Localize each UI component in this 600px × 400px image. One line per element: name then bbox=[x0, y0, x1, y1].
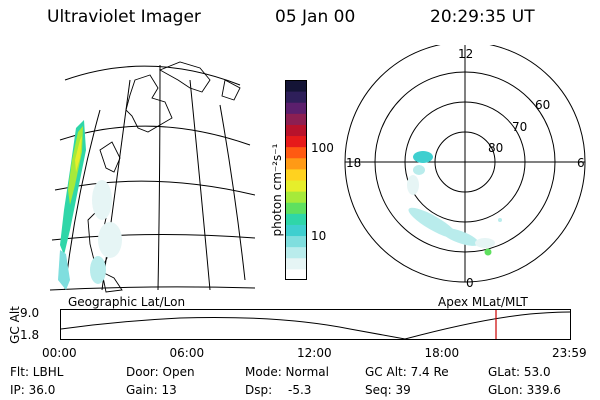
polar-plot bbox=[344, 45, 586, 283]
time-tick-label: 06:00 bbox=[169, 346, 205, 360]
observation-date: 05 Jan 00 bbox=[275, 7, 356, 27]
mlt-label-18: 18 bbox=[346, 156, 362, 170]
altitude-tick-top: 9.0 bbox=[20, 306, 40, 320]
mlt-label-12: 12 bbox=[458, 47, 474, 61]
colorbar-segment bbox=[285, 268, 307, 280]
colorbar-segment bbox=[285, 91, 307, 103]
observation-time: 20:29:35 UT bbox=[430, 7, 535, 27]
geographic-map bbox=[49, 61, 255, 293]
filter-status: Flt: LBHL bbox=[10, 365, 64, 379]
time-tick-label: 12:00 bbox=[297, 346, 332, 360]
colorbar-segment bbox=[285, 80, 307, 92]
geo-auroral-emission bbox=[58, 120, 122, 290]
dsp-value: -5.3 bbox=[288, 383, 312, 397]
time-tick-label: 18:00 bbox=[424, 346, 460, 360]
colorbar-tick-100: 100 bbox=[311, 141, 334, 155]
ip-status: IP: 36.0 bbox=[10, 383, 56, 397]
geographic-caption: Geographic Lat/Lon bbox=[68, 295, 186, 309]
colorbar-segment bbox=[285, 168, 307, 181]
colorbar-segment bbox=[285, 235, 307, 248]
colorbar-segment bbox=[285, 202, 307, 214]
mlat-label-70: 70 bbox=[512, 120, 528, 134]
mlat-label-60: 60 bbox=[535, 98, 551, 112]
mode-status: Mode: Normal bbox=[245, 365, 329, 379]
colorbar-segment bbox=[285, 157, 307, 170]
mlt-label-0: 0 bbox=[466, 276, 474, 290]
time-tick-label: 00:00 bbox=[42, 346, 77, 360]
dsp-label: Dsp: bbox=[245, 383, 273, 397]
colorbar-segment bbox=[285, 135, 307, 148]
altitude-plot bbox=[60, 309, 571, 340]
colorbar-segment bbox=[285, 246, 307, 259]
colorbar-segment bbox=[285, 146, 307, 159]
time-tick-label: 23:59 bbox=[552, 346, 587, 360]
colorbar-segment bbox=[285, 102, 307, 114]
glat-status: GLat: 53.0 bbox=[488, 365, 551, 379]
colorbar-segment bbox=[285, 191, 307, 203]
mlt-label-6: 6 bbox=[577, 156, 585, 170]
colorbar-segment bbox=[285, 257, 307, 270]
colorbar-segment bbox=[285, 224, 307, 237]
polar-auroral-emission bbox=[407, 151, 502, 256]
colorbar-segment bbox=[285, 213, 307, 225]
glon-status: GLon: 339.6 bbox=[488, 383, 561, 397]
polar-grid bbox=[344, 45, 586, 283]
colorbar-segment bbox=[285, 113, 307, 125]
color-scale-bar bbox=[285, 80, 307, 280]
colorbar-segment bbox=[285, 180, 307, 192]
mlat-label-80: 80 bbox=[488, 141, 504, 155]
instrument-title: Ultraviolet Imager bbox=[47, 7, 201, 27]
colorbar-unit-label: photon cm⁻²s⁻¹ bbox=[270, 143, 284, 237]
door-status: Door: Open bbox=[126, 365, 195, 379]
colorbar-segment bbox=[285, 124, 307, 137]
apex-caption: Apex MLat/MLT bbox=[438, 295, 528, 309]
altitude-tick-bottom: 1.8 bbox=[20, 328, 40, 342]
colorbar-tick-10: 10 bbox=[311, 229, 327, 243]
gain-status: Gain: 13 bbox=[126, 383, 177, 397]
gc-altitude-status: GC Alt: 7.4 Re bbox=[365, 365, 449, 379]
map-graticule bbox=[49, 64, 255, 291]
sequence-status: Seq: 39 bbox=[365, 383, 411, 397]
